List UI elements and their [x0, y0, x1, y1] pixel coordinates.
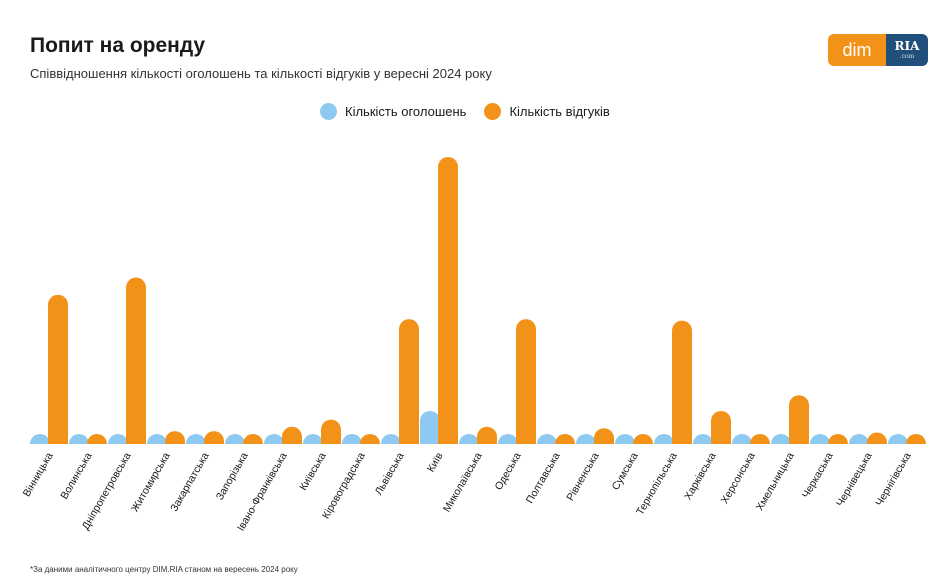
bar-responses-6: [282, 426, 302, 444]
bar-responses-21: [867, 432, 887, 444]
bar-listings-5: [225, 434, 245, 444]
bar-listings-22: [888, 434, 908, 444]
chart-title: Попит на оренду: [30, 34, 206, 57]
x-tick-label-20: Черкаська: [800, 450, 836, 500]
bar-listings-9: [381, 434, 401, 444]
x-tick-label-4: Закарпатська: [168, 450, 212, 513]
bar-listings-8: [342, 434, 362, 444]
bar-responses-14: [594, 428, 614, 444]
bar-responses-12: [516, 319, 536, 444]
bar-responses-16: [672, 320, 692, 444]
legend-label-listings: Кількість оголошень: [345, 104, 467, 119]
legend-item-responses: Кількість відгуків: [484, 103, 610, 120]
bar-listings-7: [303, 434, 323, 444]
x-tick-label-19: Хмельницька: [754, 450, 797, 513]
legend-swatch-responses: [484, 103, 502, 120]
bar-responses-17: [711, 410, 731, 444]
x-tick-label-8: Кіровоградська: [320, 450, 368, 521]
x-tick-label-10: Київ: [425, 450, 446, 474]
x-tick-label-0: Вінницька: [21, 450, 56, 499]
x-tick-label-3: Житомирська: [129, 450, 173, 514]
bar-responses-2: [126, 277, 146, 444]
bar-responses-9: [399, 319, 419, 444]
bar-listings-11: [459, 434, 479, 444]
bar-responses-13: [555, 434, 575, 444]
bar-responses-4: [204, 431, 224, 444]
bar-listings-17: [693, 434, 713, 444]
bar-responses-0: [48, 294, 68, 444]
x-tick-label-12: Одеська: [493, 450, 524, 492]
bar-listings-20: [810, 434, 830, 444]
x-tick-label-7: Київська: [297, 450, 328, 492]
legend-label-responses: Кількість відгуків: [509, 104, 610, 119]
chart-subtitle: Співвідношення кількості оголошень та кі…: [30, 66, 492, 81]
x-tick-label-18: Херсонська: [719, 450, 758, 506]
bar-listings-12: [498, 434, 518, 444]
bar-responses-19: [789, 395, 809, 444]
x-tick-label-17: Харківська: [682, 450, 719, 502]
legend-item-listings: Кількість оголошень: [320, 103, 466, 120]
x-tick-label-15: Сумська: [610, 450, 641, 492]
bar-listings-14: [576, 434, 596, 444]
bar-listings-4: [186, 434, 206, 444]
bar-listings-3: [147, 434, 167, 444]
x-tick-label-21: Чернівецька: [834, 450, 875, 508]
bar-listings-2: [108, 434, 128, 444]
x-tick-label-1: Волинська: [58, 450, 94, 501]
bar-responses-22: [906, 434, 926, 444]
bar-listings-19: [771, 434, 791, 444]
logo-ria-domain: .com: [899, 53, 915, 60]
bar-listings-15: [615, 434, 635, 444]
x-tick-label-22: Чернігівська: [873, 450, 913, 508]
x-tick-label-11: Миколаївська: [441, 450, 485, 514]
bar-responses-3: [165, 431, 185, 444]
footnote: *За даними аналітичного центру DIM.RIA с…: [30, 565, 298, 574]
bar-listings-18: [732, 434, 752, 444]
legend-swatch-listings: [320, 103, 337, 120]
logo-dim: dim: [828, 34, 886, 66]
bar-listings-1: [69, 434, 89, 444]
bar-responses-5: [243, 434, 263, 444]
bar-listings-10: [420, 410, 440, 444]
x-tick-label-5: Запорізька: [214, 450, 251, 502]
x-tick-label-9: Львівська: [373, 450, 407, 497]
bar-responses-8: [360, 434, 380, 444]
bar-listings-21: [849, 434, 869, 444]
x-tick-label-14: Рівненська: [564, 450, 601, 503]
bar-listings-13: [537, 434, 557, 444]
bar-responses-15: [633, 434, 653, 444]
bar-listings-6: [264, 434, 284, 444]
bar-responses-10: [438, 157, 458, 444]
chart-legend: Кількість оголошень Кількість відгуків: [320, 103, 628, 120]
bar-responses-1: [87, 434, 107, 444]
x-tick-label-16: Тернопільська: [634, 450, 680, 517]
logo-ria-text: RIA: [894, 39, 920, 53]
bar-responses-11: [477, 426, 497, 444]
logo-ria: RIA .com: [886, 34, 928, 66]
bar-responses-7: [321, 419, 342, 444]
dim-ria-logo: dim RIA .com: [828, 34, 928, 66]
x-tick-label-13: Полтавська: [524, 450, 563, 505]
bar-listings-0: [30, 434, 50, 444]
bar-responses-18: [750, 434, 770, 444]
bar-listings-16: [654, 434, 674, 444]
bar-responses-20: [828, 434, 848, 444]
